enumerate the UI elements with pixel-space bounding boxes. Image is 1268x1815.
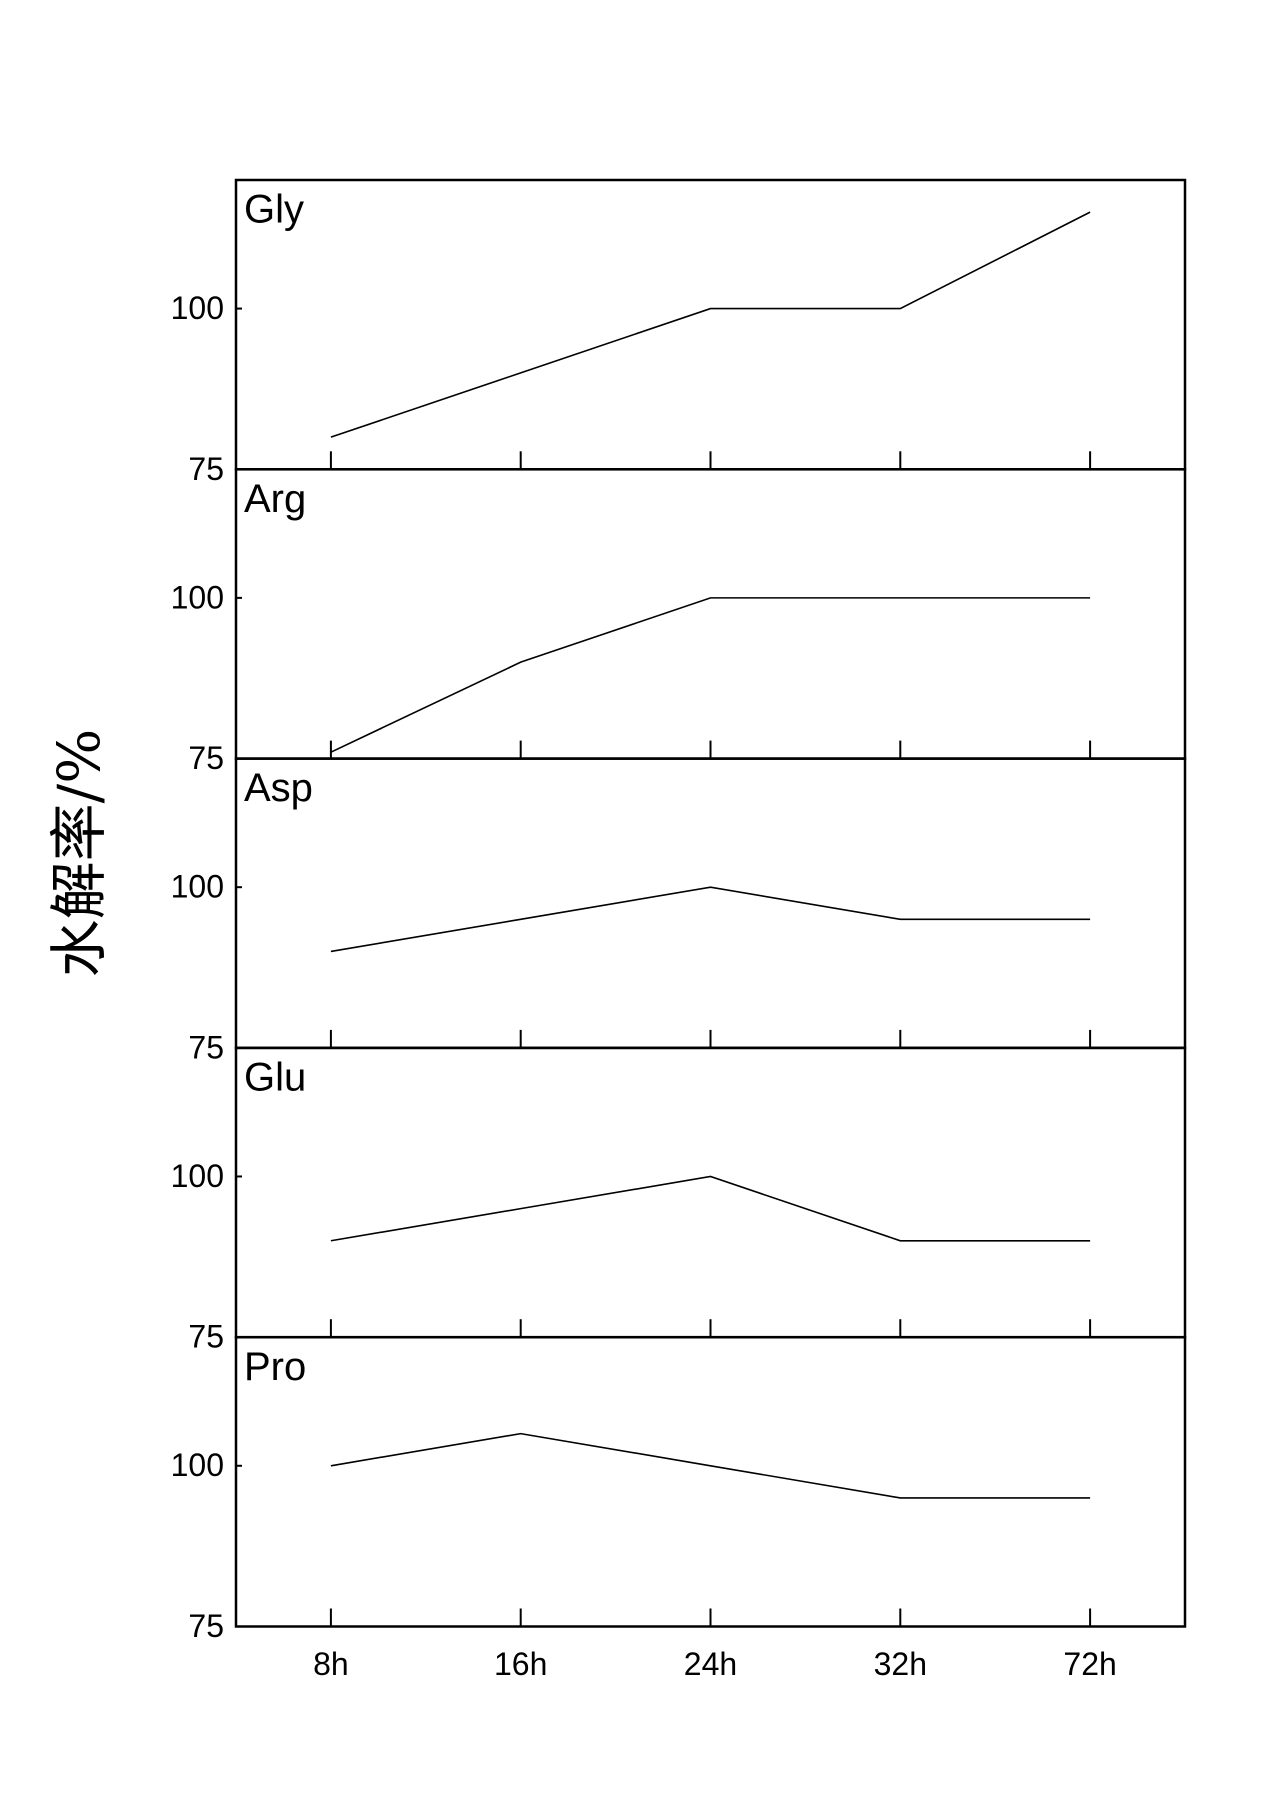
panel-frame (234, 1046, 1187, 1339)
panel-title: Gly (244, 188, 304, 232)
panel-title: Glu (244, 1055, 306, 1099)
data-line (330, 886, 1091, 953)
panel-frame (234, 178, 1187, 471)
x-tick-label: 72h (1063, 1646, 1116, 1682)
panel-title: Pro (244, 1345, 306, 1389)
y-tick-label: 100 (171, 1158, 224, 1194)
y-tick-label: 75 (188, 1029, 224, 1065)
data-line (330, 211, 1091, 438)
y-axis-label: 水解率/% (45, 729, 113, 978)
y-tick-label: 100 (171, 579, 224, 615)
y-tick-label: 100 (171, 290, 224, 326)
y-tick-label: 75 (188, 740, 224, 776)
data-line (330, 597, 1091, 753)
panel-title: Arg (244, 477, 306, 521)
panel-frame (234, 1335, 1187, 1628)
y-tick-label: 75 (188, 1608, 224, 1644)
y-tick-label: 100 (171, 869, 224, 905)
x-tick-label: 24h (684, 1646, 737, 1682)
panel-frame (234, 468, 1187, 760)
y-tick-label: 75 (188, 451, 224, 487)
panel-title: Asp (244, 766, 313, 810)
x-tick-label: 8h (313, 1646, 349, 1682)
x-tick-label: 16h (494, 1646, 547, 1682)
x-tick-label: 32h (874, 1646, 927, 1682)
data-line (330, 1432, 1091, 1499)
y-tick-label: 100 (171, 1447, 224, 1483)
y-tick-label: 75 (188, 1319, 224, 1355)
data-line (330, 1175, 1091, 1242)
panel-frame (234, 757, 1187, 1050)
